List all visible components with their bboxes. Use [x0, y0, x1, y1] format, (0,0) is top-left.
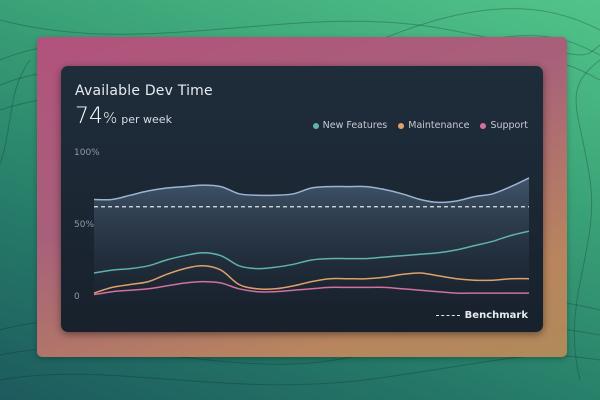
y-tick-label: 50%	[74, 220, 94, 230]
benchmark-legend: Benchmark	[435, 310, 528, 321]
y-tick-label: 0	[74, 292, 80, 302]
chart-legend: New Features Maintenance Support	[312, 120, 528, 131]
benchmark-label: Benchmark	[464, 310, 528, 321]
area-chart: 100% 50% 0	[74, 148, 530, 302]
legend-dot	[480, 122, 487, 129]
benchmark-dash	[435, 315, 460, 316]
legend-dot	[312, 122, 319, 129]
metric-suffix: per week	[121, 113, 172, 126]
total-area	[94, 177, 529, 302]
legend-item-new-features[interactable]: New Features	[312, 120, 388, 131]
metric-value: 74	[75, 104, 103, 129]
y-tick-label: 100%	[74, 148, 100, 158]
series-line-support	[93, 280, 529, 296]
legend-item-support[interactable]: Support	[480, 120, 528, 131]
metric-unit: %	[103, 109, 118, 127]
metric-readout: 74% per week	[75, 104, 172, 129]
legend-dot	[398, 122, 405, 129]
series-line-maintenance	[93, 265, 530, 294]
legend-item-maintenance[interactable]: Maintenance	[398, 120, 469, 131]
series-line-new-features	[93, 230, 530, 274]
legend-label: Support	[490, 120, 528, 131]
total-line	[93, 177, 530, 204]
legend-label: New Features	[322, 120, 388, 131]
card-title: Available Dev Time	[75, 83, 213, 99]
dev-time-card: Available Dev Time 74% per week New Featu…	[61, 66, 543, 332]
legend-label: Maintenance	[408, 120, 470, 131]
